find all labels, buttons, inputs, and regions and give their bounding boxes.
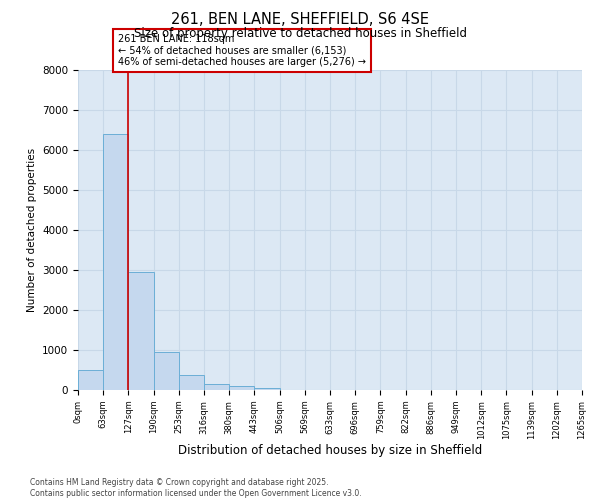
X-axis label: Distribution of detached houses by size in Sheffield: Distribution of detached houses by size …	[178, 444, 482, 458]
Text: 261 BEN LANE: 118sqm
← 54% of detached houses are smaller (6,153)
46% of semi-de: 261 BEN LANE: 118sqm ← 54% of detached h…	[118, 34, 367, 67]
Bar	[204, 384, 229, 390]
Text: 261, BEN LANE, SHEFFIELD, S6 4SE: 261, BEN LANE, SHEFFIELD, S6 4SE	[171, 12, 429, 28]
Bar	[154, 352, 179, 390]
Bar	[254, 388, 280, 390]
Text: Size of property relative to detached houses in Sheffield: Size of property relative to detached ho…	[133, 28, 467, 40]
Text: Contains HM Land Registry data © Crown copyright and database right 2025.
Contai: Contains HM Land Registry data © Crown c…	[30, 478, 362, 498]
Bar	[179, 375, 204, 390]
Bar	[103, 134, 128, 390]
Bar	[78, 370, 103, 390]
Bar	[128, 272, 154, 390]
Y-axis label: Number of detached properties: Number of detached properties	[26, 148, 37, 312]
Bar	[229, 386, 254, 390]
